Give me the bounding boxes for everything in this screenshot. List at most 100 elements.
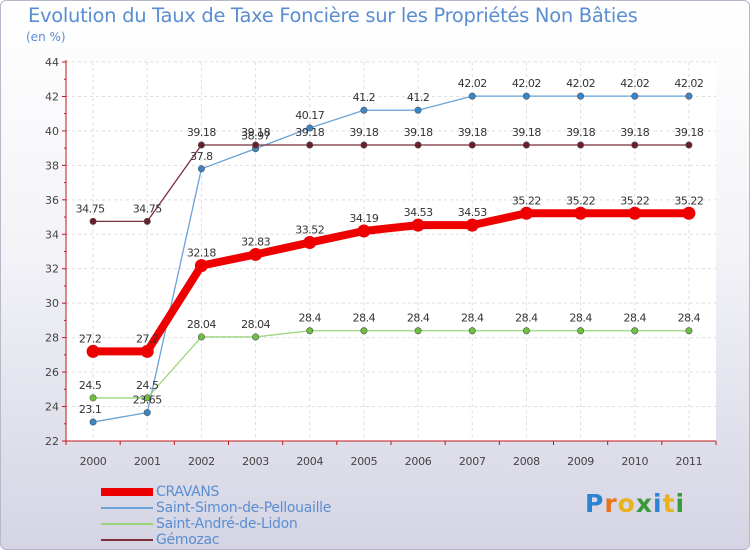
data-point [252, 333, 260, 341]
data-point [577, 327, 585, 335]
data-point [522, 141, 530, 149]
data-point [414, 141, 422, 149]
x-tick-label: 2009 [567, 455, 594, 468]
data-label: 27.2 [79, 332, 102, 345]
data-label: 28.4 [515, 312, 538, 325]
data-label: 28.4 [569, 312, 592, 325]
data-point [360, 327, 368, 335]
data-label: 42.02 [674, 77, 703, 90]
x-tick-label: 2000 [80, 455, 107, 468]
data-label: 35.22 [512, 194, 541, 207]
data-point [197, 165, 205, 173]
x-tick-label: 2002 [188, 455, 215, 468]
data-point [306, 327, 314, 335]
data-point [194, 259, 208, 273]
data-point [89, 217, 97, 225]
data-label: 42.02 [566, 77, 595, 90]
data-point [140, 344, 154, 358]
logo-letter: P [585, 489, 605, 518]
data-label: 39.18 [241, 126, 270, 139]
data-label: 23.65 [133, 394, 162, 407]
logo-letter: r [604, 489, 618, 518]
data-point [360, 106, 368, 114]
data-point [143, 409, 151, 417]
y-tick-label: 32 [45, 263, 59, 276]
data-label: 35.22 [674, 194, 703, 207]
data-point [249, 247, 263, 261]
data-label: 39.18 [295, 126, 324, 139]
logo-letter: i [675, 489, 686, 518]
data-label: 28.4 [407, 312, 430, 325]
y-tick-label: 28 [45, 332, 59, 345]
legend-swatch [101, 507, 153, 509]
data-point [252, 141, 260, 149]
data-label: 39.18 [404, 126, 433, 139]
x-tick-label: 2007 [459, 455, 486, 468]
legend-swatch [101, 488, 153, 496]
data-point [631, 141, 639, 149]
data-label: 28.4 [299, 312, 322, 325]
data-label: 34.75 [133, 202, 162, 215]
data-label: 24.5 [136, 379, 159, 392]
y-tick-label: 42 [45, 90, 59, 103]
data-label: 23.1 [79, 403, 102, 416]
y-tick-label: 22 [45, 435, 59, 448]
x-tick-label: 2006 [405, 455, 432, 468]
data-point [89, 418, 97, 426]
data-label: 34.75 [76, 202, 105, 215]
series-line-cravans [93, 209, 689, 356]
data-point [303, 236, 317, 250]
data-label: 28.04 [187, 318, 216, 331]
legend-label: Saint-André-de-Lidon [156, 516, 298, 532]
y-tick-label: 38 [45, 159, 59, 172]
data-point [197, 141, 205, 149]
data-label: 28.4 [624, 312, 647, 325]
data-label: 34.19 [349, 212, 378, 225]
data-point [522, 92, 530, 100]
series-line-saint-simon-de-pellouaille [92, 95, 689, 423]
y-tick-label: 24 [45, 401, 59, 414]
data-point [89, 394, 97, 402]
data-label: 39.18 [187, 126, 216, 139]
series-line-saint-andr-de-lidon [93, 330, 689, 399]
data-point [86, 344, 100, 358]
y-tick-label: 44 [45, 56, 59, 69]
x-tick-label: 2010 [621, 455, 648, 468]
data-label: 41.2 [407, 91, 430, 104]
data-label: 32.83 [241, 235, 270, 248]
data-label: 28.4 [678, 312, 701, 325]
data-label: 37.8 [190, 150, 213, 163]
data-label: 39.18 [566, 126, 595, 139]
x-tick-label: 2004 [296, 455, 323, 468]
data-point [685, 92, 693, 100]
data-point [143, 394, 151, 402]
data-point [685, 327, 693, 335]
y-tick-label: 36 [45, 194, 59, 207]
legend-swatch [101, 539, 153, 541]
x-tick-label: 2003 [242, 455, 269, 468]
data-label: 39.18 [512, 126, 541, 139]
data-point [468, 327, 476, 335]
x-tick-label: 2008 [513, 455, 540, 468]
data-label: 28.4 [461, 312, 484, 325]
y-tick-label: 26 [45, 366, 59, 379]
y-axis-unit: (en %) [26, 30, 66, 44]
data-point [574, 206, 588, 220]
data-label: 34.53 [458, 206, 487, 219]
data-point [631, 327, 639, 335]
x-tick-label: 2011 [676, 455, 703, 468]
proxiti-logo: Proxiti [585, 489, 685, 518]
data-label: 34.53 [404, 206, 433, 219]
data-label: 39.18 [349, 126, 378, 139]
logo-letter: t [662, 489, 676, 518]
plot-area [66, 62, 716, 441]
legend-label: Gémozac [156, 532, 220, 548]
data-point [197, 333, 205, 341]
data-point [685, 141, 693, 149]
y-tick-label: 30 [45, 297, 59, 310]
y-tick-label: 34 [45, 228, 59, 241]
logo-letter: x [635, 489, 653, 518]
data-point [414, 327, 422, 335]
